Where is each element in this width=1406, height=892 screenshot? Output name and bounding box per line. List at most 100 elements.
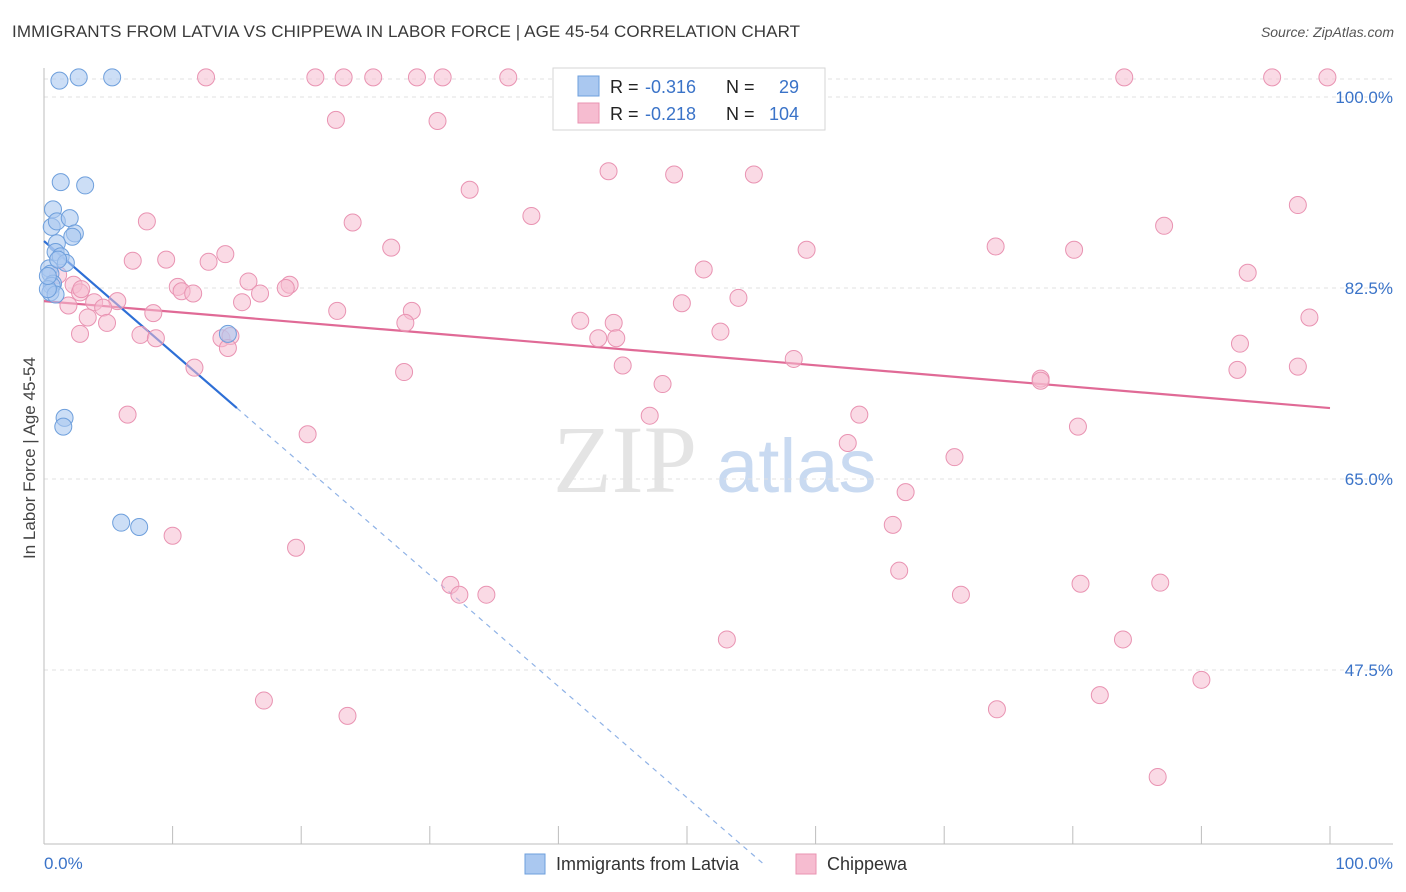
chippewa-point [306,68,325,87]
gridlines [44,78,1393,671]
chippewa-point [1031,371,1050,390]
stats-legend: R = -0.316 N = 29 R = -0.218 N = 104 [552,67,826,131]
x-tick-label-max: 100.0% [1335,854,1393,873]
chippewa-point [328,301,347,320]
chippewa-n-label: N = [726,104,755,124]
chippewa-point [896,483,915,502]
chippewa-point [298,425,317,444]
chippewa-point [850,405,869,424]
chippewa-point [522,206,541,225]
chippewa-point [951,585,970,604]
latvia-point [112,513,131,532]
chippewa-point [1115,68,1134,87]
latvia-point [50,71,69,90]
chippewa-point [1113,630,1132,649]
latvia-n-label: N = [726,77,755,97]
chippewa-point [945,448,964,467]
chippewa-point [613,356,632,375]
chippewa-point [1148,767,1167,786]
latvia-point [63,227,82,246]
latvia-trend-line [43,240,238,409]
chippewa-point [254,691,273,710]
chippewa-point [233,293,252,312]
chippewa-point [157,250,176,269]
chippewa-point [838,433,857,452]
watermark-zip: ZIP [553,406,697,513]
chippewa-point [1288,196,1307,215]
chippewa-point [1228,360,1247,379]
chippewa-point [131,325,150,344]
chippewa-point [123,251,142,270]
chippewa-point [1068,417,1087,436]
latvia-n-value: 29 [779,77,799,97]
chippewa-trend-line [43,300,1331,410]
legend-chippewa-swatch [795,853,817,875]
chippewa-point [216,245,235,264]
chart-title: IMMIGRANTS FROM LATVIA VS CHIPPEWA IN LA… [12,22,801,41]
chippewa-point [395,363,414,382]
latvia-point [54,417,73,436]
chippewa-point [59,296,78,315]
chippewa-point [694,260,713,279]
chippewa-point [744,165,763,184]
chippewa-point [72,280,91,299]
y-axis-title: In Labor Force | Age 45-54 [20,357,39,559]
chippewa-point [184,284,203,303]
chippewa-point [1238,263,1257,282]
chippewa-point [653,375,672,394]
chippewa-point [197,68,216,87]
chippewa-point [326,110,345,129]
chippewa-point [717,630,736,649]
y-tick-label: 100.0% [1335,88,1393,107]
chippewa-point [144,304,163,323]
y-tick-label: 65.0% [1345,470,1393,489]
chippewa-point [185,358,204,377]
chippewa-point [1090,686,1109,705]
chippewa-point [599,162,618,181]
latvia-trend-extension [236,407,765,865]
chippewa-point [364,68,383,87]
chippewa-point [98,313,117,332]
chippewa-point [477,585,496,604]
chippewa-point [396,313,415,332]
chippewa-point [571,311,590,330]
legend-latvia-swatch [524,853,546,875]
latvia-r-label: R = [610,77,639,97]
series-latvia-points [38,68,237,537]
chippewa-point [276,279,295,297]
chippewa-point [78,308,97,327]
chippewa-point [287,538,306,557]
chippewa-point [797,240,816,259]
latvia-point [218,324,237,343]
chippewa-point [784,349,803,368]
latvia-point [51,173,70,192]
chippewa-point [890,561,909,580]
legend-chippewa-label: Chippewa [827,854,908,874]
latvia-swatch [577,75,600,97]
chippewa-n-value: 104 [769,104,799,124]
chippewa-point [239,272,258,291]
y-tick-labels: 47.5% 65.0% 82.5% 100.0% [1335,88,1393,680]
chippewa-point [499,68,518,87]
chippewa-point [433,68,452,87]
chippewa-point [334,68,353,87]
chippewa-point [146,329,165,348]
chippewa-point [1192,670,1211,689]
chippewa-point [428,112,447,131]
series-chippewa-points [49,68,1337,786]
latvia-point [130,518,149,537]
source-credit: Source: ZipAtlas.com [1260,24,1394,40]
chippewa-point [199,252,218,271]
latvia-r-value: -0.316 [645,77,696,97]
chippewa-point [1300,308,1319,327]
chippewa-point [450,585,469,604]
chippewa-point [1263,68,1282,87]
chippewa-swatch [577,102,600,124]
chippewa-point [460,180,479,199]
chippewa-point [1288,357,1307,376]
bottom-legend: Immigrants from Latvia Chippewa [524,853,908,875]
chippewa-r-label: R = [610,104,639,124]
chippewa-point [251,284,270,303]
axes [43,68,1393,845]
chippewa-point [711,322,730,341]
